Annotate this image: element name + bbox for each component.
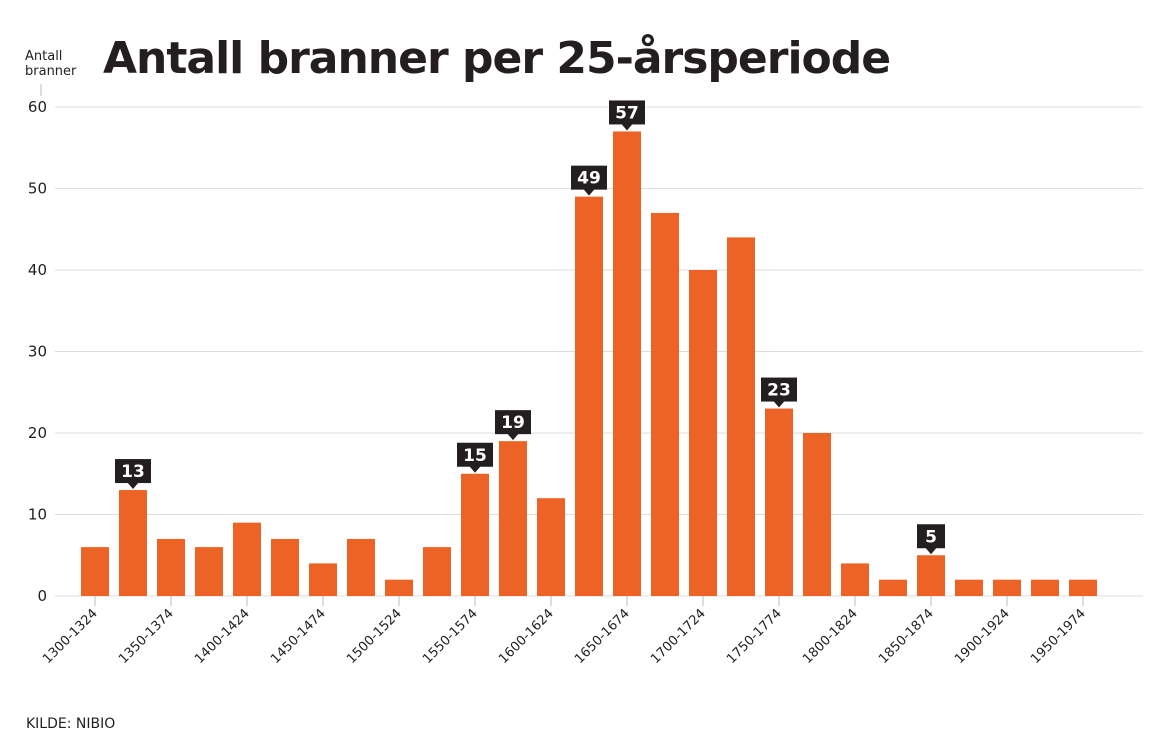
y-tick-label: 10	[28, 506, 47, 524]
bar	[955, 579, 983, 596]
y-tick-label: 40	[28, 261, 47, 279]
y-axis-label: Antall branner	[25, 49, 85, 79]
x-tick-label: 1450-1474	[268, 606, 329, 667]
data-label-box	[115, 459, 151, 484]
data-label: 5	[925, 527, 937, 547]
data-label-box	[609, 100, 645, 125]
x-tick-label: 1300-1324	[40, 606, 101, 667]
chart-title: Antall branner per 25-årsperiode	[103, 33, 891, 84]
data-label-pointer	[469, 465, 481, 473]
y-tick-label: 20	[28, 424, 47, 442]
x-tick-label: 1500-1524	[344, 606, 405, 667]
data-label-box	[761, 377, 797, 402]
bar	[347, 538, 375, 596]
data-label-pointer	[773, 400, 785, 408]
data-label: 49	[577, 169, 601, 189]
bar	[271, 538, 299, 596]
bar	[1031, 579, 1059, 596]
data-label: 13	[121, 462, 145, 482]
x-tick-label: 1900-1924	[952, 606, 1013, 667]
data-label-box	[495, 410, 531, 435]
bar	[537, 498, 565, 596]
bar	[993, 579, 1021, 596]
bar	[195, 547, 223, 596]
y-tick-label: 0	[37, 587, 47, 605]
bar	[689, 270, 717, 596]
bar	[233, 522, 261, 596]
data-label-pointer	[621, 123, 633, 131]
bar	[727, 237, 755, 596]
y-tick-label: 30	[28, 343, 47, 361]
x-tick-label: 1650-1674	[572, 606, 633, 667]
data-label: 57	[615, 103, 639, 123]
data-label-box	[571, 165, 607, 190]
data-label-box	[917, 524, 945, 549]
x-tick-label: 1350-1374	[116, 606, 177, 667]
source-note: KILDE: NIBIO	[26, 716, 116, 732]
data-label-pointer	[583, 188, 595, 196]
bar	[803, 433, 831, 596]
x-tick-label: 1700-1724	[648, 606, 709, 667]
x-tick-label: 1950-1974	[1028, 606, 1089, 667]
bar	[917, 555, 945, 596]
bar	[309, 563, 337, 596]
bar	[765, 408, 793, 596]
x-tick-label: 1800-1824	[800, 606, 861, 667]
data-label: 15	[463, 446, 487, 466]
data-label-box	[457, 442, 493, 467]
bar	[423, 547, 451, 596]
data-label-pointer	[507, 433, 519, 441]
x-tick-label: 1600-1624	[496, 606, 557, 667]
bar	[157, 538, 185, 596]
data-label: 19	[501, 413, 525, 433]
bar	[651, 212, 679, 596]
bar	[461, 473, 489, 596]
x-tick-label: 1850-1874	[876, 606, 937, 667]
bar	[499, 441, 527, 596]
bar	[841, 563, 869, 596]
data-label: 23	[767, 381, 791, 401]
bar	[575, 196, 603, 596]
y-tick-label: 50	[28, 180, 47, 198]
data-label-pointer	[127, 482, 139, 490]
y-tick-label: 60	[28, 98, 47, 116]
y-axis-label-text: Antall branner	[25, 49, 77, 79]
x-tick-label: 1400-1424	[192, 606, 253, 667]
x-tick-label: 1550-1574	[420, 606, 481, 667]
bar	[613, 131, 641, 596]
bar	[81, 547, 109, 596]
data-label-pointer	[925, 547, 937, 555]
bar	[879, 579, 907, 596]
bar	[119, 490, 147, 596]
bar	[385, 579, 413, 596]
x-tick-label: 1750-1774	[724, 606, 785, 667]
bar	[1069, 579, 1097, 596]
